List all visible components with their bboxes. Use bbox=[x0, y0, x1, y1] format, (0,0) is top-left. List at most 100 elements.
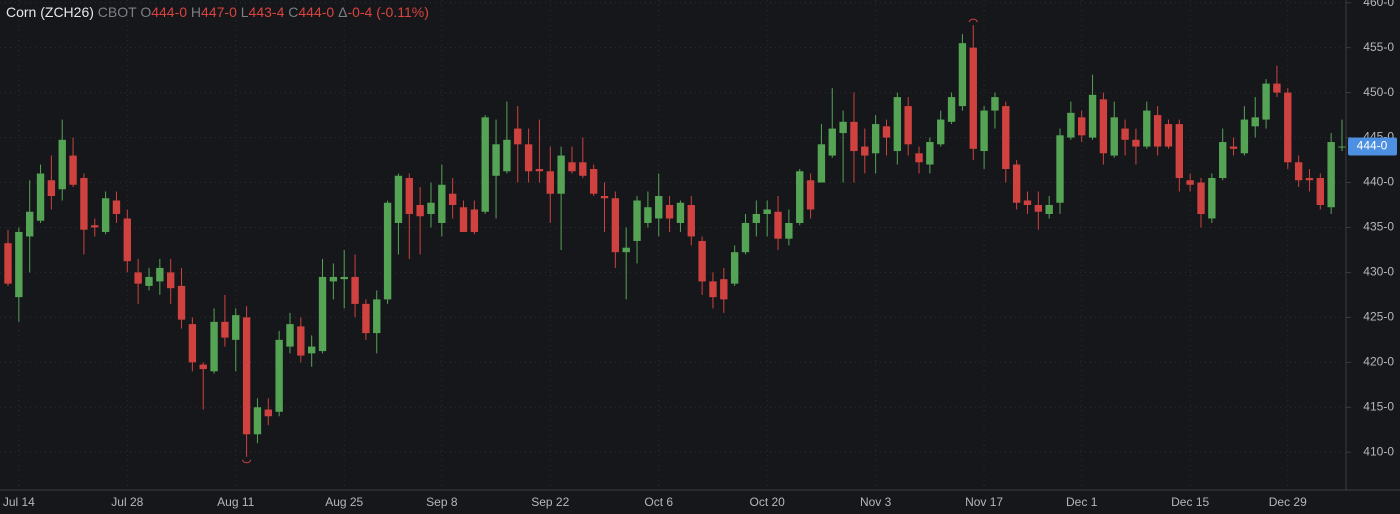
y-tick-label: 460-0 bbox=[1363, 0, 1394, 9]
body bbox=[568, 162, 576, 172]
body bbox=[774, 211, 782, 239]
x-tick-label: Nov 3 bbox=[860, 495, 892, 509]
body bbox=[850, 121, 858, 152]
body bbox=[1186, 180, 1194, 185]
body bbox=[1175, 124, 1184, 179]
body bbox=[926, 142, 934, 165]
x-tick-label: Aug 11 bbox=[217, 495, 254, 509]
body bbox=[1045, 204, 1053, 214]
body bbox=[177, 285, 186, 320]
last-price-box bbox=[1348, 137, 1397, 156]
last-price-label: 444-0 bbox=[1357, 139, 1388, 153]
quote-value: 444-0 bbox=[151, 4, 187, 20]
body bbox=[1294, 162, 1303, 181]
body bbox=[720, 279, 728, 300]
body bbox=[861, 146, 869, 156]
body bbox=[893, 97, 902, 152]
body bbox=[1316, 178, 1324, 205]
body bbox=[1088, 94, 1097, 138]
x-tick-label: Jul 14 bbox=[3, 495, 35, 509]
body bbox=[1067, 112, 1075, 138]
body bbox=[362, 303, 370, 334]
x-tick-label: Dec 15 bbox=[1171, 495, 1209, 509]
quote-key: H bbox=[191, 4, 201, 20]
quote-value: 444-0 bbox=[298, 4, 334, 20]
body bbox=[134, 272, 142, 284]
body bbox=[156, 267, 164, 282]
body bbox=[709, 281, 717, 298]
body bbox=[1273, 83, 1281, 93]
body bbox=[26, 211, 34, 237]
low-marker bbox=[242, 459, 252, 464]
body bbox=[871, 124, 880, 154]
body bbox=[438, 184, 446, 223]
body bbox=[101, 198, 110, 232]
body bbox=[1023, 200, 1032, 205]
body bbox=[839, 121, 847, 134]
body bbox=[785, 222, 793, 239]
body bbox=[676, 202, 685, 223]
body bbox=[817, 144, 826, 183]
body bbox=[232, 315, 240, 340]
body bbox=[806, 180, 815, 210]
body bbox=[1208, 178, 1216, 219]
body bbox=[687, 204, 695, 237]
body bbox=[80, 178, 88, 230]
candles bbox=[4, 18, 1346, 464]
body bbox=[416, 204, 424, 217]
body bbox=[622, 247, 630, 253]
body bbox=[307, 346, 316, 354]
axes: 410-0415-0420-0425-0430-0435-0440-0445-0… bbox=[3, 0, 1397, 509]
body bbox=[427, 202, 435, 214]
body bbox=[752, 213, 761, 223]
quote-value: -0-4 (-0.11%) bbox=[347, 4, 428, 20]
y-tick-label: 450-0 bbox=[1363, 85, 1394, 99]
body bbox=[188, 324, 197, 363]
quote-key: C bbox=[288, 4, 298, 20]
body bbox=[4, 243, 12, 284]
quote-key: Δ bbox=[338, 4, 347, 20]
body bbox=[915, 153, 923, 163]
body bbox=[947, 97, 956, 122]
body bbox=[980, 110, 988, 152]
body bbox=[514, 128, 522, 145]
body bbox=[145, 276, 153, 286]
body bbox=[937, 119, 945, 145]
quote-value: 447-0 bbox=[201, 4, 237, 20]
body bbox=[69, 155, 77, 185]
body bbox=[15, 231, 23, 298]
body bbox=[1327, 142, 1335, 208]
body bbox=[796, 171, 804, 223]
body bbox=[1153, 115, 1162, 147]
quote-key: L bbox=[241, 4, 249, 20]
body bbox=[36, 173, 45, 221]
body bbox=[166, 272, 175, 289]
body bbox=[600, 196, 609, 199]
body bbox=[242, 317, 251, 435]
body bbox=[405, 178, 413, 214]
body bbox=[383, 202, 392, 300]
body bbox=[318, 276, 327, 352]
exchange: CBOT bbox=[98, 4, 137, 20]
body bbox=[340, 276, 348, 280]
body bbox=[210, 321, 218, 372]
body bbox=[503, 139, 511, 172]
body bbox=[470, 209, 479, 232]
body bbox=[112, 200, 121, 214]
x-tick-label: Sep 22 bbox=[531, 495, 569, 509]
x-tick-label: Jul 28 bbox=[111, 495, 143, 509]
body bbox=[286, 324, 294, 347]
body bbox=[1240, 119, 1249, 154]
body bbox=[882, 126, 891, 138]
body bbox=[481, 117, 489, 212]
y-tick-label: 420-0 bbox=[1363, 355, 1394, 369]
body bbox=[1164, 124, 1173, 147]
y-tick-label: 440-0 bbox=[1363, 175, 1394, 189]
body bbox=[1078, 117, 1086, 136]
x-tick-label: Dec 29 bbox=[1269, 495, 1307, 509]
body bbox=[665, 204, 674, 219]
body bbox=[1002, 106, 1010, 170]
body bbox=[264, 409, 272, 417]
body bbox=[1099, 99, 1108, 154]
